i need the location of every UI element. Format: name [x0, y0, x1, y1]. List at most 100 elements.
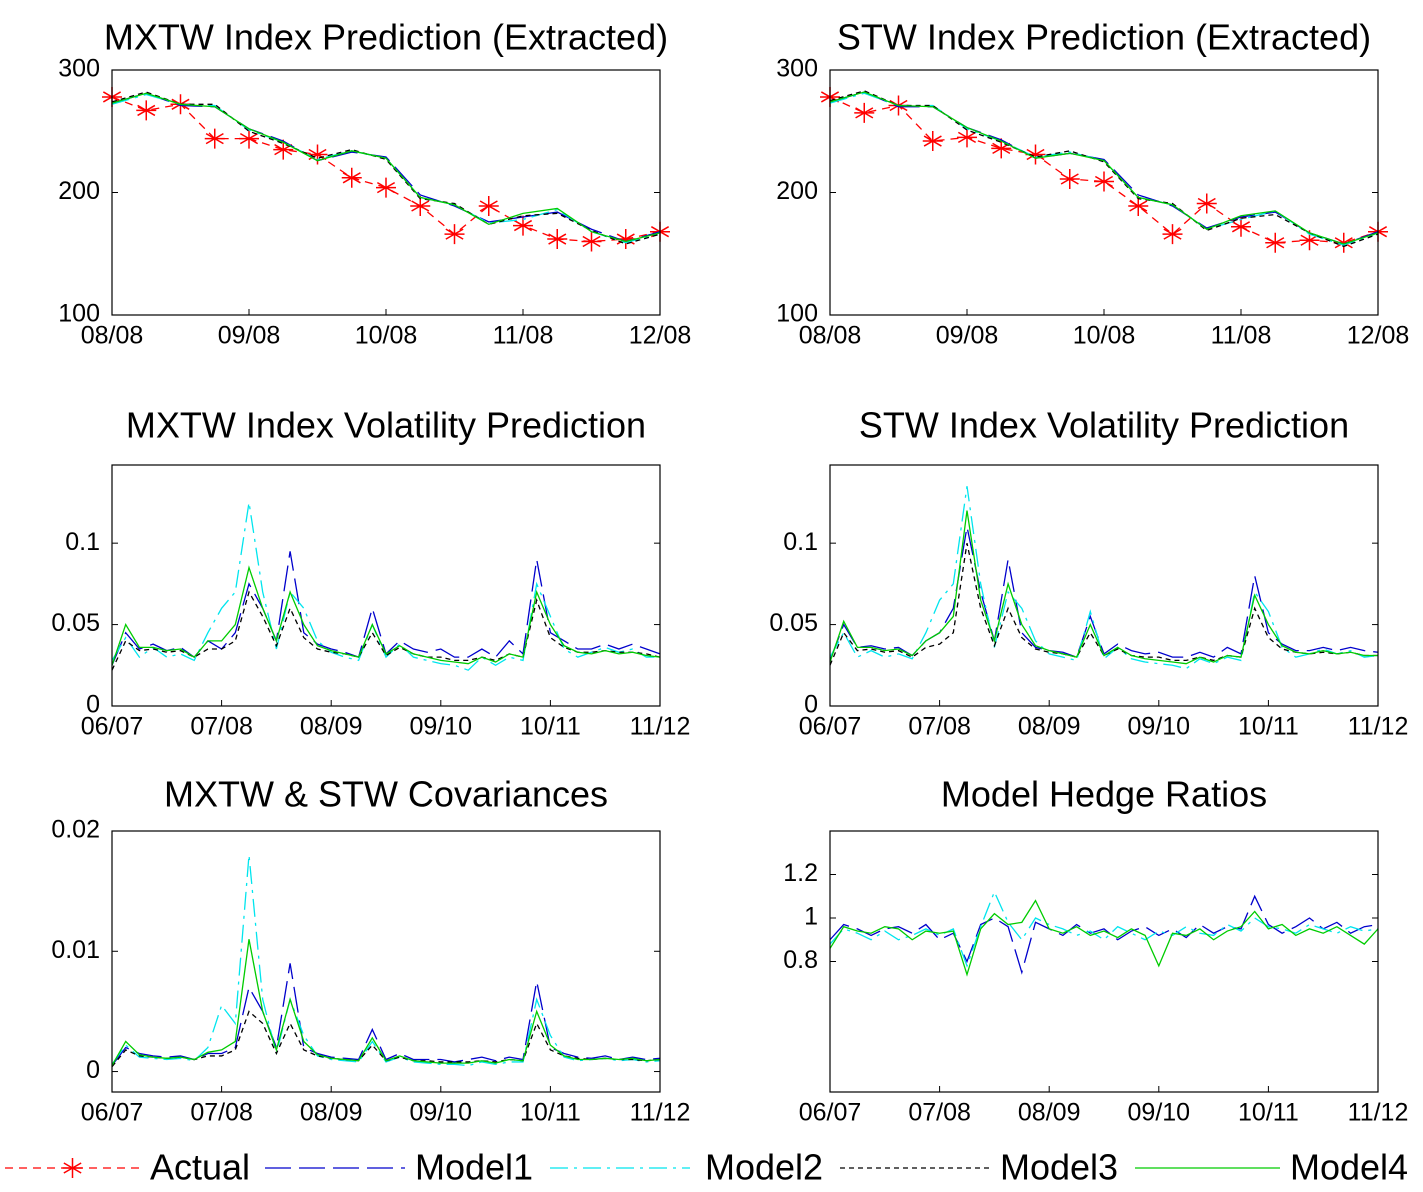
x-tick-label: 10/08: [355, 322, 418, 350]
legend-label: Model3: [1000, 1147, 1118, 1188]
x-tick-label: 10/11: [520, 713, 581, 741]
x-tick-label: 11/12: [1348, 713, 1409, 741]
x-tick-label: 08/09: [300, 713, 363, 741]
panel: MXTW Index Prediction (Extracted) 100 200 3…: [58, 17, 691, 350]
panel: STW Index Prediction (Extracted) 100 200 30…: [776, 17, 1409, 350]
y-tick-label: 0: [86, 1056, 100, 1084]
x-tick-label: 10/08: [1073, 322, 1136, 350]
marker: [991, 138, 1012, 159]
legend-label: Model1: [415, 1147, 533, 1188]
y-tick-label: 1: [804, 903, 818, 931]
chart-title: MXTW Index Prediction (Extracted): [104, 17, 668, 58]
marker: [273, 139, 294, 160]
x-tick-label: 09/10: [1128, 713, 1191, 741]
marker: [239, 128, 259, 149]
x-tick-label: 09/08: [936, 322, 999, 350]
x-tick-label: 07/08: [908, 713, 971, 741]
y-tick-label: 300: [58, 55, 100, 83]
y-tick-label: 0.8: [783, 946, 818, 974]
marker: [1025, 144, 1046, 165]
y-tick-label: 0.05: [769, 609, 818, 637]
series-line: [111, 939, 661, 1066]
y-tick-label: 200: [58, 177, 100, 205]
y-tick-label: 0.1: [783, 528, 818, 556]
marker: [581, 231, 602, 252]
marker: [547, 229, 568, 250]
marker: [444, 224, 465, 245]
series-line: [829, 486, 1379, 670]
x-tick-label: 09/08: [218, 322, 281, 350]
y-tick-label: 0.1: [65, 528, 100, 556]
series-line: [111, 96, 661, 243]
plot-frame: [111, 464, 661, 707]
panel: MXTW Index Volatility Prediction 0 0.05 0.1…: [51, 405, 690, 741]
legend-entry: Actual: [5, 1147, 250, 1188]
y-tick-label: 1.2: [783, 859, 818, 887]
series-line: [829, 894, 1379, 975]
series-line: [111, 502, 660, 671]
x-tick-label: 07/08: [190, 713, 253, 741]
series-line: [111, 854, 661, 1067]
marker: [1231, 216, 1251, 237]
series-line: [829, 543, 1378, 666]
marker: [1196, 193, 1217, 214]
plot-frame: [829, 69, 1379, 316]
legend-label: Model2: [705, 1147, 823, 1188]
x-tick-label: 09/10: [410, 713, 473, 741]
series-line: [111, 590, 661, 671]
marker: [854, 102, 875, 123]
series-line: [829, 526, 1379, 661]
series-line: [829, 90, 1379, 248]
series-line: [111, 91, 661, 245]
panel: MXTW & STW Covariances 0 0.01 0.02 06/07 07/0…: [51, 774, 690, 1127]
y-tick-label: 0.05: [51, 609, 100, 637]
x-tick-label: 07/08: [908, 1099, 971, 1127]
x-tick-label: 11/08: [1211, 322, 1272, 350]
y-tick-label: 100: [776, 300, 818, 328]
x-tick-label: 06/07: [81, 1099, 144, 1127]
series-line: [829, 890, 1379, 968]
legend-label: Actual: [150, 1147, 250, 1188]
chart-title: STW Index Prediction (Extracted): [837, 17, 1371, 58]
series-line: [111, 551, 661, 666]
x-tick-label: 06/07: [81, 713, 144, 741]
marker: [307, 144, 328, 165]
x-tick-label: 11/12: [630, 713, 691, 741]
y-tick-label: 0.02: [51, 816, 100, 844]
series-line: [111, 92, 661, 243]
x-tick-label: 12/08: [1347, 322, 1410, 350]
plot-frame: [111, 830, 661, 1093]
marker: [1265, 232, 1286, 253]
chart-title: MXTW & STW Covariances: [164, 774, 608, 815]
legend-label: Model4: [1290, 1147, 1408, 1188]
series-line: [829, 92, 1379, 246]
y-tick-label: 0.01: [51, 936, 100, 964]
panel: STW Index Volatility Prediction 0 0.05 0.1 0…: [769, 405, 1408, 741]
x-tick-label: 06/07: [799, 1099, 862, 1127]
x-tick-label: 08/09: [300, 1099, 363, 1127]
x-tick-label: 11/12: [630, 1099, 691, 1127]
marker: [136, 100, 157, 121]
marker: [1128, 195, 1149, 216]
x-tick-label: 07/08: [190, 1099, 253, 1127]
marker: [410, 195, 431, 216]
marker: [1299, 230, 1320, 251]
x-tick-label: 10/11: [520, 1099, 581, 1127]
marker: [957, 127, 977, 148]
y-tick-label: 100: [58, 300, 100, 328]
marker: [1162, 224, 1183, 245]
x-tick-label: 08/09: [1018, 1099, 1081, 1127]
series-line: [829, 91, 1379, 245]
marker: [204, 128, 225, 149]
marker: [1333, 232, 1354, 253]
series-line: [829, 899, 1379, 977]
x-tick-label: 10/11: [1238, 1099, 1299, 1127]
series-line: [829, 510, 1378, 665]
x-tick-label: 08/08: [81, 322, 144, 350]
x-tick-label: 11/12: [1348, 1099, 1409, 1127]
x-tick-label: 08/09: [1018, 713, 1081, 741]
marker: [922, 131, 943, 152]
x-tick-label: 11/08: [493, 322, 554, 350]
series-line: [829, 91, 1379, 245]
marker: [513, 215, 533, 236]
